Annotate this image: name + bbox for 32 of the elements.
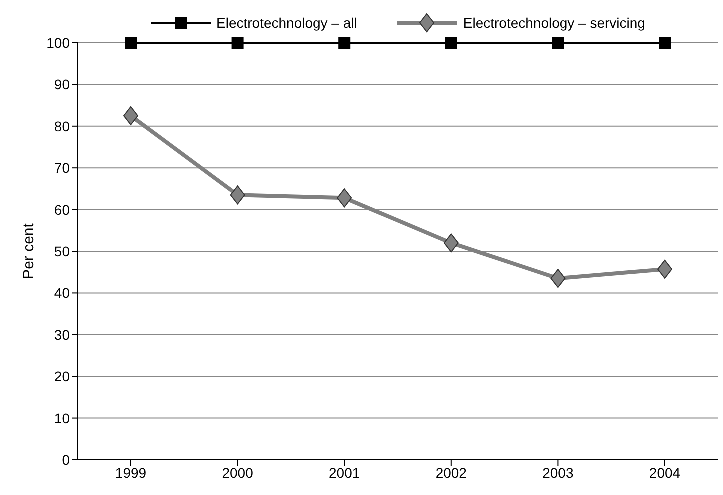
point: [658, 260, 672, 279]
legend-label: Electrotechnology – servicing: [463, 15, 646, 31]
y-axis-title: Per cent: [20, 222, 38, 280]
point: [125, 37, 137, 49]
point: [124, 106, 138, 126]
y-tick-label: 70: [54, 160, 70, 176]
y-tick-label: 90: [54, 76, 70, 93]
point: [552, 37, 564, 49]
x-tick-label: 1999: [115, 464, 147, 481]
point: [445, 37, 458, 49]
x-tick-label: 2004: [649, 464, 681, 481]
y-tick-label: 60: [54, 202, 70, 218]
point: [230, 186, 246, 205]
x-tick-label: 2001: [329, 464, 360, 481]
point: [444, 234, 459, 253]
y-tick-label: 0: [62, 452, 70, 468]
point: [550, 269, 566, 288]
point: [337, 188, 352, 208]
y-tick-label: 80: [54, 118, 70, 134]
x-tick-label: 2000: [222, 464, 254, 481]
point: [232, 37, 244, 49]
y-tick-label: 10: [54, 410, 70, 426]
y-tick-label: 50: [54, 243, 70, 260]
y-tick-label: 30: [54, 326, 70, 343]
legend-label: Electrotechnology – all: [216, 15, 358, 31]
y-tick-label: 100: [46, 34, 70, 51]
y-tick-label: 20: [54, 368, 70, 385]
x-tick-label: 2003: [542, 464, 574, 481]
y-tick-label: 40: [54, 285, 70, 302]
point: [659, 37, 671, 49]
x-tick-label: 2002: [436, 464, 468, 481]
point: [338, 37, 351, 49]
